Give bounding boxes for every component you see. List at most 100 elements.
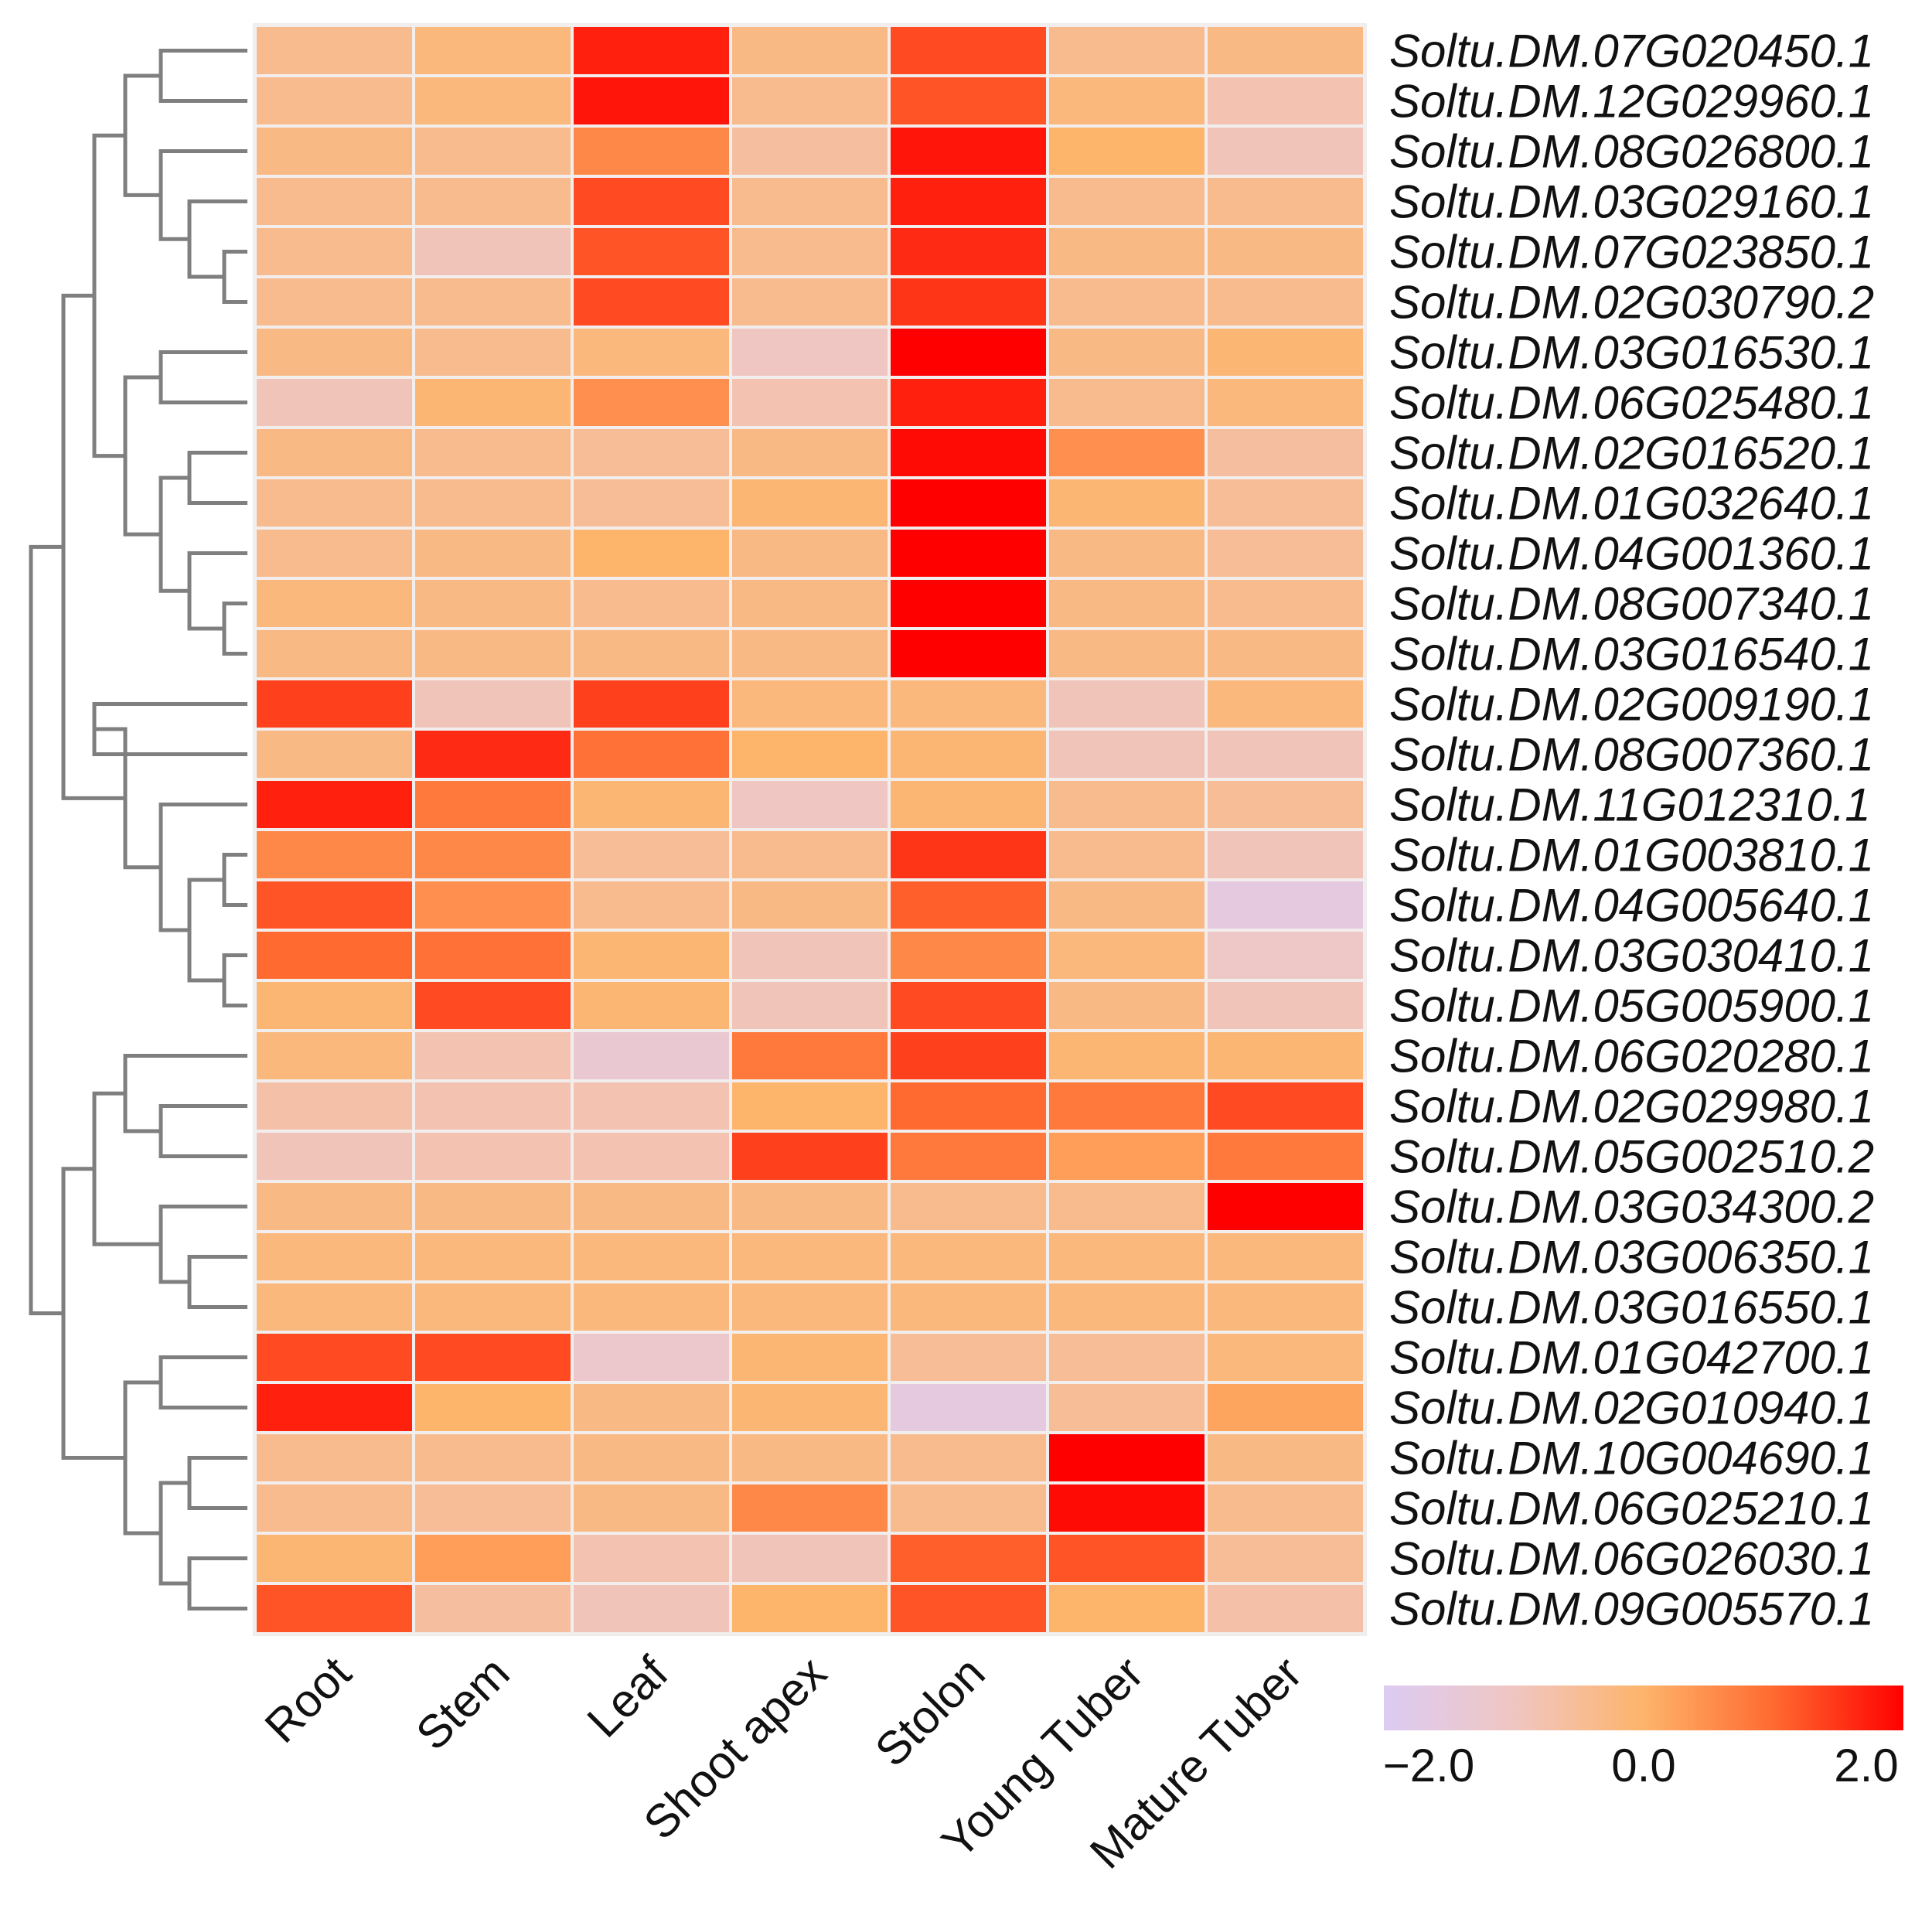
heatmap-cell	[888, 476, 1049, 530]
heatmap-cell	[888, 527, 1049, 580]
heatmap-cell	[1205, 1582, 1366, 1635]
heatmap-cell	[1205, 527, 1366, 580]
heatmap-cell	[571, 376, 732, 429]
heatmap-cell	[888, 1381, 1049, 1434]
heatmap-cell	[888, 577, 1049, 630]
heatmap-cell	[254, 1079, 415, 1133]
row-label: Soltu.DM.07G020450.1	[1389, 26, 1874, 77]
column-label: Root	[255, 1647, 361, 1753]
heatmap-cell	[571, 677, 732, 731]
heatmap-cell	[254, 24, 415, 77]
heatmap-cell	[729, 24, 891, 77]
row-label: Soltu.DM.03G030410.1	[1389, 930, 1874, 982]
heatmap-cell	[1205, 929, 1366, 982]
heatmap-cell	[412, 74, 574, 128]
heatmap-cell	[412, 175, 574, 228]
heatmap-cell	[254, 175, 415, 228]
heatmap-cell	[729, 728, 891, 781]
heatmap-cell	[1046, 1130, 1208, 1183]
heatmap-cell	[571, 1280, 732, 1334]
heatmap-cell	[729, 979, 891, 1032]
heatmap-cell	[888, 979, 1049, 1032]
heatmap-cell	[412, 878, 574, 932]
heatmap-cell	[729, 1280, 891, 1334]
heatmap-cell	[1205, 1532, 1366, 1585]
heatmap-cell	[412, 728, 574, 781]
heatmap-cell	[729, 1079, 891, 1133]
heatmap-cell	[729, 527, 891, 580]
heatmap-cell	[412, 1280, 574, 1334]
heatmap-cell	[254, 74, 415, 128]
heatmap-cell	[1205, 24, 1366, 77]
heatmap-cell	[1046, 1582, 1208, 1635]
heatmap-cell	[729, 929, 891, 982]
heatmap-cell	[729, 1180, 891, 1233]
heatmap-cell	[571, 1381, 732, 1434]
heatmap-cell	[254, 1481, 415, 1535]
heatmap-cell	[571, 1481, 732, 1535]
dendrogram-branch	[158, 49, 247, 103]
row-label: Soltu.DM.06G026030.1	[1389, 1533, 1874, 1585]
heatmap-cell	[254, 828, 415, 881]
heatmap-cell	[254, 627, 415, 680]
row-label: Soltu.DM.02G016520.1	[1389, 428, 1874, 479]
heatmap-cell	[888, 1029, 1049, 1082]
heatmap-cell	[729, 1481, 891, 1535]
row-label: Soltu.DM.01G003810.1	[1389, 830, 1874, 881]
heatmap-cell	[412, 1431, 574, 1484]
row-label: Soltu.DM.04G001360.1	[1389, 528, 1874, 580]
heatmap-cell	[571, 426, 732, 479]
row-label: Soltu.DM.08G007360.1	[1389, 729, 1874, 781]
heatmap-cell	[571, 1331, 732, 1384]
heatmap-cell	[1205, 878, 1366, 932]
row-label: Soltu.DM.05G005900.1	[1389, 980, 1874, 1032]
heatmap-cell	[1046, 426, 1208, 479]
dendrogram-branch	[29, 544, 63, 1316]
heatmap-cell	[571, 778, 732, 831]
heatmap-cell	[571, 1029, 732, 1082]
heatmap-cell	[1205, 1331, 1366, 1384]
heatmap-cell	[571, 929, 732, 982]
heatmap-cell	[1046, 1481, 1208, 1535]
heatmap-cell	[254, 1331, 415, 1384]
heatmap-cell	[729, 225, 891, 278]
heatmap-cell	[254, 1582, 415, 1635]
row-label: Soltu.DM.02G009190.1	[1389, 679, 1874, 731]
heatmap-cell	[1046, 627, 1208, 680]
heatmap-cell	[412, 1079, 574, 1133]
heatmap-cell	[888, 225, 1049, 278]
heatmap-cell	[571, 1180, 732, 1233]
dendrogram-branch	[92, 133, 125, 458]
heatmap-cell	[1046, 225, 1208, 278]
heatmap-cell	[729, 275, 891, 329]
row-label: Soltu.DM.01G042700.1	[1389, 1332, 1874, 1384]
heatmap-cell	[412, 326, 574, 379]
heatmap-cell	[571, 979, 732, 1032]
heatmap-cell	[412, 979, 574, 1032]
dendrogram-branch	[158, 1104, 247, 1158]
dendrogram-branch	[158, 803, 247, 932]
dendrogram-branch	[123, 1054, 247, 1133]
heatmap-cell	[1046, 1029, 1208, 1082]
heatmap-cell	[254, 1381, 415, 1434]
heatmap-cell	[729, 577, 891, 630]
row-label: Soltu.DM.01G032640.1	[1389, 478, 1874, 530]
heatmap-cell	[1046, 1180, 1208, 1233]
dendrogram-branch	[222, 602, 247, 656]
heatmap-cell	[412, 225, 574, 278]
row-label: Soltu.DM.07G023850.1	[1389, 227, 1874, 278]
heatmap-cell	[888, 627, 1049, 680]
heatmap-cell	[1046, 1079, 1208, 1133]
heatmap-cell	[1046, 1230, 1208, 1283]
dendrogram-branch	[123, 1380, 161, 1536]
row-dendrogram	[29, 49, 247, 1611]
heatmap-cell	[1205, 1180, 1366, 1233]
heatmap-cell	[571, 627, 732, 680]
heatmap-cell	[729, 828, 891, 881]
heatmap-cell	[1046, 778, 1208, 831]
heatmap-cell	[729, 476, 891, 530]
heatmap-cell	[1046, 275, 1208, 329]
dendrogram-branch	[94, 727, 161, 870]
heatmap-cells	[254, 24, 1366, 1635]
